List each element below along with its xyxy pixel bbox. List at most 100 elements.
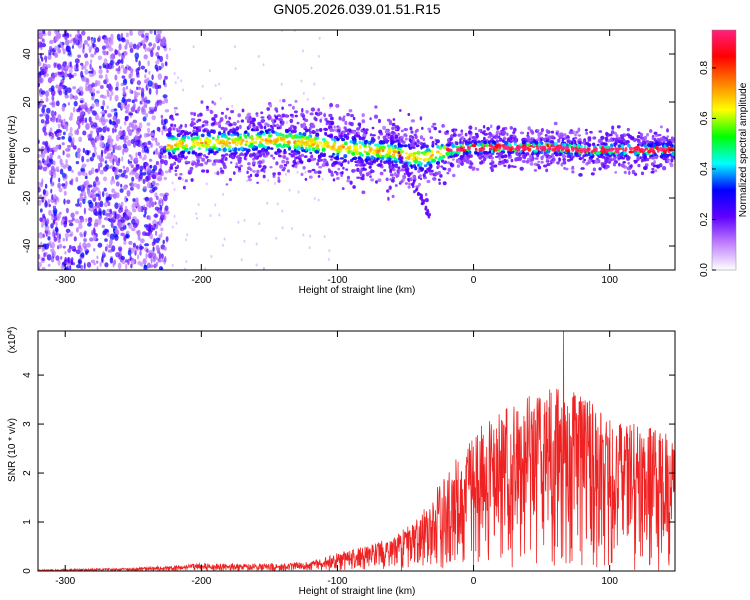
spectrogram-signal-cell <box>341 138 346 142</box>
spectrogram-signal-cell <box>640 171 645 176</box>
spectrogram-noise-cell <box>69 126 73 133</box>
y-tick-label: 3 <box>22 421 33 427</box>
spectrogram-signal-cell <box>481 143 485 148</box>
spectrogram-signal-cell <box>421 126 424 130</box>
spectrogram-signal-cell <box>447 144 451 147</box>
spectrogram-noise-cell <box>51 257 55 263</box>
spectrogram-signal-cell <box>330 121 334 126</box>
spectrogram-signal-cell <box>570 141 574 145</box>
spectrogram-signal-cell <box>327 168 331 172</box>
spectrogram-signal-cell <box>531 152 535 156</box>
spectrogram-noise-cell <box>147 166 151 174</box>
spectrogram-noise-cell <box>113 155 117 160</box>
spectrogram-signal-cell <box>396 169 400 173</box>
spectrogram-noise-cell <box>107 201 111 207</box>
spectrogram-noise-cell <box>102 209 106 216</box>
spectrogram-noise-cell <box>76 264 81 269</box>
spectrogram-noise-cell <box>158 199 162 207</box>
spectrogram-noise-cell <box>97 218 102 225</box>
spectrogram-signal-cell <box>207 152 210 156</box>
spectrogram-signal-cell <box>169 114 174 119</box>
spectrogram-noise-cell <box>142 206 148 211</box>
spectrogram-signal-cell <box>188 131 192 135</box>
spectrogram-noise-cell <box>132 242 136 249</box>
spectrogram-noise-cell <box>64 123 68 130</box>
spectrogram-signal-cell <box>599 140 603 144</box>
spectrogram-signal-cell <box>524 144 527 148</box>
spectrogram-signal-cell <box>632 146 637 151</box>
spectrogram-signal-cell <box>415 185 420 189</box>
spectrogram-signal-cell <box>636 151 641 155</box>
spectrogram-sparse-cell <box>267 178 270 182</box>
spectrogram-signal-cell <box>307 169 312 173</box>
spectrogram-signal-cell <box>267 128 272 131</box>
spectrogram-noise-cell <box>84 175 88 180</box>
spectrogram-noise-cell <box>104 217 109 221</box>
spectrogram-noise-cell <box>100 105 104 110</box>
spectrogram-signal-cell <box>213 114 218 118</box>
spectrogram-signal-cell <box>232 139 235 144</box>
spectrogram-signal-cell <box>447 156 450 159</box>
spectrogram-noise-cell <box>156 30 162 35</box>
spectrogram-signal-cell <box>339 134 343 138</box>
spectrogram-noise-cell <box>160 62 165 69</box>
spectrogram-signal-cell <box>240 152 244 156</box>
spectrogram-noise-cell <box>38 181 41 187</box>
spectrogram-signal-cell <box>186 135 190 139</box>
spectrogram-noise-cell <box>121 222 126 227</box>
spectrogram-noise-cell <box>39 208 43 213</box>
spectrogram-signal-cell <box>292 159 297 164</box>
spectrogram-signal-cell <box>240 119 245 123</box>
spectrogram-noise-cell <box>96 37 101 43</box>
spectrogram-signal-cell <box>620 144 625 149</box>
spectrogram-signal-cell <box>649 129 653 133</box>
spectrogram-signal-cell <box>364 158 369 163</box>
spectrogram-signal-cell <box>177 158 180 162</box>
spectrogram-signal-cell <box>338 116 342 121</box>
spectrogram-signal-cell <box>350 150 353 153</box>
spectrogram-signal-cell <box>315 133 320 138</box>
spectrogram-signal-cell <box>227 147 231 152</box>
spectrogram-signal-cell <box>414 129 418 134</box>
spectrogram-signal-cell <box>417 163 420 167</box>
spectrogram-signal-cell <box>540 155 544 161</box>
spectrogram-signal-cell <box>420 167 425 171</box>
spectrogram-noise-cell <box>81 120 84 126</box>
spectrogram-noise-cell <box>144 68 148 73</box>
spectrogram-signal-cell <box>309 151 313 155</box>
spectrogram-signal-cell <box>319 152 324 157</box>
spectrogram-sparse-cell <box>171 263 174 267</box>
spectrogram-signal-cell <box>595 152 600 155</box>
spectrogram-signal-cell <box>601 146 605 150</box>
spectrogram-noise-cell <box>75 161 80 165</box>
spectrogram-signal-cell <box>367 140 371 144</box>
spectrogram-signal-cell <box>318 141 323 145</box>
spectrogram-signal-cell <box>394 134 398 139</box>
spectrogram-signal-cell <box>491 161 495 165</box>
spectrogram-signal-cell <box>468 143 472 147</box>
spectrogram-signal-cell <box>519 131 525 135</box>
spectrogram-noise-cell <box>74 129 77 135</box>
spectrogram-signal-cell <box>347 160 350 165</box>
spectrogram-noise-cell <box>159 148 165 155</box>
spectrogram-noise-cell <box>124 44 128 50</box>
spectrogram-noise-cell <box>85 117 87 124</box>
spectrogram-sparse-cell <box>255 263 258 267</box>
spectrogram-noise-cell <box>41 266 46 270</box>
spectrogram-noise-cell <box>132 119 137 124</box>
spectrogram-noise-cell <box>132 167 138 172</box>
spectrogram-signal-cell <box>547 147 552 151</box>
spectrogram-noise-cell <box>79 100 84 104</box>
spectrogram-signal-cell <box>271 126 274 131</box>
spectrogram-signal-cell <box>459 143 462 147</box>
spectrogram-signal-cell <box>339 146 343 150</box>
spectrogram-noise-cell <box>137 86 142 91</box>
spectrogram-signal-cell <box>272 172 276 176</box>
spectrogram-signal-cell <box>527 126 531 131</box>
spectrogram-signal-cell <box>452 133 457 137</box>
spectrogram-noise-cell <box>162 239 165 245</box>
spectrogram-signal-cell <box>510 136 513 140</box>
spectrogram-signal-cell <box>235 155 239 159</box>
spectrogram-noise-cell <box>65 159 68 165</box>
spectrogram-noise-cell <box>142 231 147 237</box>
